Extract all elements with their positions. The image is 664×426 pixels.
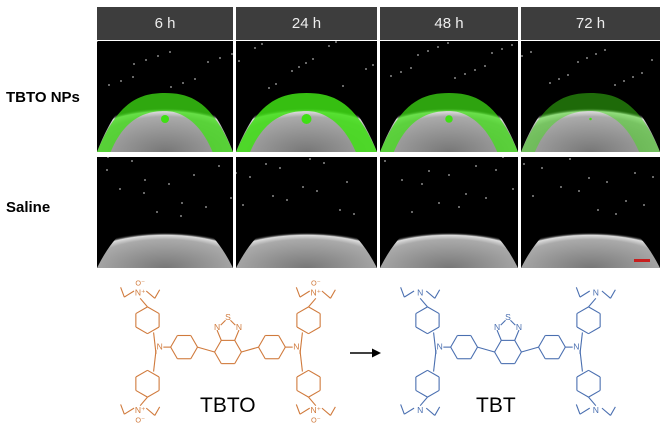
column-header-72h: 72 h bbox=[521, 7, 660, 40]
tbt-label: TBT bbox=[476, 394, 516, 417]
ultrasound-image-1-0 bbox=[97, 157, 233, 268]
tissue bbox=[236, 217, 377, 268]
svg-text:N⁺: N⁺ bbox=[135, 405, 146, 415]
svg-text:N: N bbox=[417, 288, 423, 298]
tbto-label: TBTO bbox=[200, 394, 256, 417]
svg-text:N: N bbox=[593, 288, 599, 298]
svg-text:N: N bbox=[437, 341, 443, 351]
ultrasound-image-1-2 bbox=[380, 157, 518, 268]
svg-text:O⁻: O⁻ bbox=[135, 415, 145, 424]
svg-text:O⁻: O⁻ bbox=[311, 415, 321, 424]
svg-text:N⁺: N⁺ bbox=[311, 288, 322, 298]
signal-overlay bbox=[380, 93, 518, 152]
svg-text:O⁻: O⁻ bbox=[311, 279, 321, 288]
column-header-48h: 48 h bbox=[380, 7, 518, 40]
right-arrow-icon bbox=[350, 348, 381, 358]
svg-text:S: S bbox=[225, 312, 231, 322]
svg-text:N: N bbox=[494, 322, 500, 332]
svg-text:N⁺: N⁺ bbox=[135, 288, 146, 298]
tissue bbox=[521, 217, 660, 268]
svg-text:S: S bbox=[505, 312, 511, 322]
ultrasound-image-0-2 bbox=[380, 41, 518, 152]
ultrasound-image-0-3 bbox=[521, 41, 660, 152]
signal-overlay bbox=[236, 93, 377, 152]
signal-overlay bbox=[521, 93, 660, 152]
ultrasound-image-1-1 bbox=[236, 157, 377, 268]
scale-bar bbox=[634, 259, 650, 262]
svg-text:O⁻: O⁻ bbox=[135, 279, 145, 288]
svg-text:N: N bbox=[573, 341, 579, 351]
column-header-24h: 24 h bbox=[236, 7, 377, 40]
svg-text:N: N bbox=[417, 405, 423, 415]
svg-text:N⁺: N⁺ bbox=[311, 405, 322, 415]
tissue bbox=[521, 89, 660, 152]
signal-overlay bbox=[97, 93, 233, 152]
tissue bbox=[97, 217, 233, 268]
ultrasound-image-0-0 bbox=[97, 41, 233, 152]
svg-text:N: N bbox=[214, 322, 220, 332]
svg-text:N: N bbox=[516, 322, 522, 332]
row-label-tbto-nps: TBTO NPs bbox=[6, 89, 80, 106]
svg-text:N: N bbox=[293, 341, 299, 351]
ultrasound-image-0-1 bbox=[236, 41, 377, 152]
svg-text:N: N bbox=[157, 341, 163, 351]
tissue bbox=[380, 217, 518, 268]
ultrasound-image-1-3 bbox=[521, 157, 660, 268]
svg-text:N: N bbox=[236, 322, 242, 332]
column-header-6h: 6 h bbox=[97, 7, 233, 40]
row-label-saline: Saline bbox=[6, 199, 51, 216]
svg-text:N: N bbox=[593, 405, 599, 415]
